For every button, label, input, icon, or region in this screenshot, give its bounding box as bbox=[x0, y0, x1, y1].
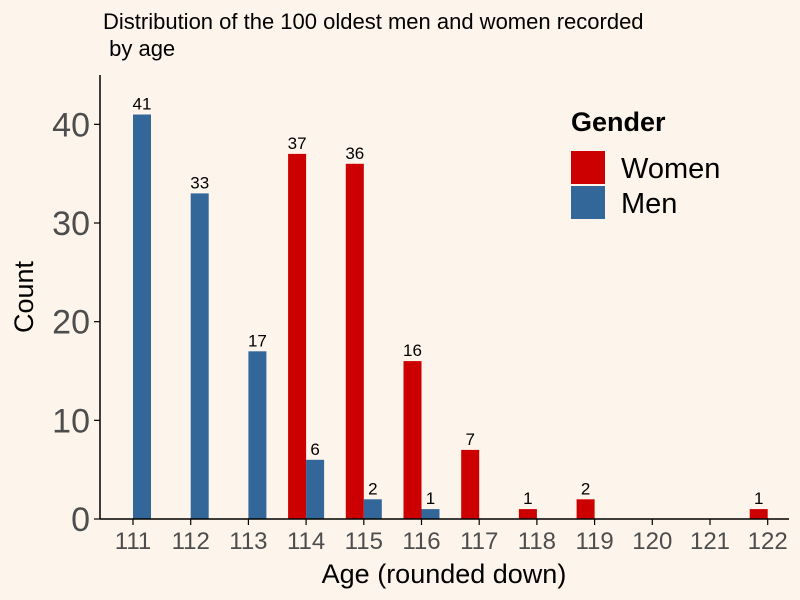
chart-title-line-2: by age bbox=[103, 36, 175, 61]
y-tick-label-20: 20 bbox=[52, 304, 90, 342]
data-label-women-116: 16 bbox=[403, 341, 422, 360]
bar-men-116 bbox=[421, 509, 440, 519]
data-label-men-115: 2 bbox=[368, 479, 377, 498]
bars-layer bbox=[133, 114, 768, 520]
bar-women-122 bbox=[749, 509, 768, 519]
legend: Gender Women Men bbox=[571, 107, 720, 220]
legend-label-women: Women bbox=[621, 153, 720, 185]
x-tick-label-119: 119 bbox=[575, 528, 613, 555]
bar-men-114 bbox=[306, 459, 325, 519]
bar-women-119 bbox=[576, 499, 595, 519]
y-tick-label-10: 10 bbox=[52, 402, 90, 440]
x-tick-label-114: 114 bbox=[287, 528, 325, 555]
legend-label-men: Men bbox=[621, 188, 677, 220]
data-label-women-117: 7 bbox=[465, 430, 474, 449]
y-axis-ticks: 0 10 20 30 40 bbox=[52, 106, 100, 539]
x-tick-label-115: 115 bbox=[345, 528, 383, 555]
legend-swatch-men bbox=[571, 186, 605, 219]
legend-swatch-women bbox=[571, 151, 605, 184]
data-label-women-118: 1 bbox=[523, 489, 532, 508]
bar-men-112 bbox=[190, 193, 209, 519]
data-label-men-111: 41 bbox=[133, 95, 152, 114]
bar-men-113 bbox=[248, 351, 267, 519]
bar-men-115 bbox=[363, 499, 382, 519]
chart-title-line-1: Distribution of the 100 oldest men and w… bbox=[103, 9, 644, 34]
y-tick-label-0: 0 bbox=[71, 501, 90, 539]
legend-title: Gender bbox=[571, 107, 666, 137]
x-tick-label-117: 117 bbox=[460, 528, 498, 555]
bar-men-111 bbox=[133, 114, 151, 519]
x-axis-title: Age (rounded down) bbox=[322, 559, 567, 589]
data-label-men-113: 17 bbox=[248, 331, 267, 350]
data-label-women-114: 37 bbox=[288, 134, 307, 153]
x-tick-label-121: 121 bbox=[690, 528, 730, 555]
bar-women-116 bbox=[403, 361, 422, 519]
bar-women-118 bbox=[518, 509, 537, 519]
data-label-men-116: 1 bbox=[426, 489, 435, 508]
x-tick-label-113: 113 bbox=[229, 528, 267, 555]
y-tick-label-30: 30 bbox=[52, 205, 90, 243]
data-label-women-115: 36 bbox=[345, 144, 364, 163]
y-axis-title: Count bbox=[9, 260, 39, 333]
bar-women-115 bbox=[345, 163, 364, 520]
data-label-men-114: 6 bbox=[310, 440, 319, 459]
x-tick-label-118: 118 bbox=[518, 528, 556, 555]
y-tick-label-40: 40 bbox=[52, 106, 90, 144]
data-label-women-119: 2 bbox=[581, 479, 590, 498]
data-label-women-122: 1 bbox=[754, 489, 763, 508]
x-tick-label-120: 120 bbox=[632, 528, 672, 555]
bar-women-117 bbox=[461, 449, 480, 519]
bar-women-114 bbox=[288, 153, 307, 519]
x-tick-label-111: 111 bbox=[115, 528, 151, 555]
x-tick-label-112: 112 bbox=[172, 528, 210, 555]
x-tick-label-116: 116 bbox=[402, 528, 440, 555]
x-tick-label-122: 122 bbox=[748, 528, 788, 555]
x-axis-ticks: 111 112 113 114 115 116 117 118 119 120 121 122 bbox=[115, 519, 788, 555]
data-label-men-112: 33 bbox=[190, 173, 209, 192]
